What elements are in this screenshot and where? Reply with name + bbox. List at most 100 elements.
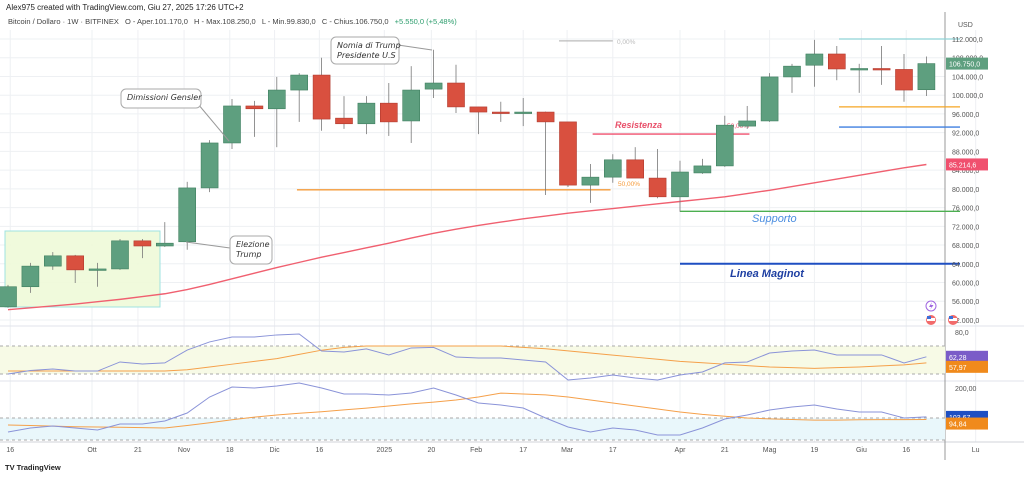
candle[interactable] — [447, 82, 465, 108]
time-axis-label: Mar — [561, 447, 574, 454]
candle[interactable] — [379, 102, 398, 123]
us-flag-stripe — [927, 318, 935, 321]
ma-price-tag: 85.214,6 — [949, 162, 976, 169]
price-tick-label: 52.000,0 — [952, 318, 979, 325]
candle[interactable] — [290, 74, 309, 91]
price-tick-label: 68.000,0 — [952, 243, 979, 250]
oscillator-1-signal-tag-bg — [946, 360, 988, 373]
price-tick-label: 88.000,0 — [952, 149, 979, 156]
oscillator-1-signal-tag: 57,97 — [949, 365, 967, 372]
oscillator-2-main-line — [7, 382, 927, 436]
time-axis-label: 17 — [609, 447, 617, 454]
candle[interactable] — [357, 102, 376, 125]
ma-price-tag-bg — [946, 158, 988, 171]
ohlc-high: H - Max.108.250,0 — [194, 17, 256, 26]
candle[interactable] — [178, 187, 196, 243]
currency-label: USD — [958, 22, 973, 29]
price-tick-label: 72.000,0 — [952, 224, 979, 231]
last-price-tag-bg — [946, 57, 988, 70]
tradingview-logo[interactable]: TV TradingView — [5, 463, 61, 472]
time-axis-label: Ott — [87, 447, 96, 454]
time-axis-label: 18 — [226, 447, 234, 454]
price-tick-label: 64.000,0 — [952, 262, 979, 269]
oscillator-1-value-tag: 62,28 — [949, 355, 967, 362]
price-tick-label: 56.000,0 — [952, 299, 979, 306]
oscillator-1-value-tag-bg — [946, 350, 988, 363]
oscillator-2-signal-tag-bg — [946, 417, 988, 430]
candle[interactable] — [626, 159, 645, 179]
candle[interactable] — [0, 286, 17, 308]
us-flag-canton — [927, 316, 931, 319]
candle[interactable] — [738, 120, 757, 127]
candle[interactable] — [111, 240, 129, 270]
candle[interactable] — [312, 74, 331, 120]
symbol-name[interactable]: Bitcoin / Dollaro · 1W · BITFINEX — [8, 17, 119, 26]
us-flag-stripe — [949, 318, 957, 321]
candle[interactable] — [43, 255, 62, 267]
time-axis-label: 16 — [902, 447, 910, 454]
oscillator-1-band — [0, 345, 945, 374]
candle[interactable] — [402, 89, 421, 122]
last-price-tag: 106.750,0 — [949, 62, 980, 69]
candle[interactable] — [133, 240, 152, 247]
candle[interactable] — [267, 89, 286, 110]
candle[interactable] — [603, 159, 622, 178]
candle[interactable] — [335, 117, 353, 125]
candle[interactable] — [469, 106, 488, 113]
label-fib-50-pink: 50,00% — [727, 123, 749, 130]
candle[interactable] — [223, 105, 241, 144]
candle[interactable] — [581, 176, 600, 186]
candle[interactable] — [917, 63, 936, 91]
label-supporto: Supporto — [752, 213, 797, 225]
candle[interactable] — [850, 68, 869, 71]
callout-elezione-text: Elezione — [236, 240, 270, 249]
time-axis-label: Feb — [470, 447, 482, 454]
candle[interactable] — [715, 124, 734, 167]
time-axis-label: 21 — [134, 447, 142, 454]
label-resistenza: Resistenza — [615, 120, 662, 130]
candle[interactable] — [559, 121, 577, 186]
candle[interactable] — [895, 69, 913, 91]
label-fib-0: 0,00% — [617, 39, 636, 46]
price-tick-label: 60.000,0 — [952, 281, 979, 288]
callout-elezione-box — [229, 235, 273, 265]
callout-gensler-text: Dimissioni Gensler — [127, 93, 202, 102]
candle[interactable] — [783, 65, 801, 78]
candle[interactable] — [872, 68, 891, 71]
candle[interactable] — [66, 255, 84, 271]
candle[interactable] — [514, 111, 533, 114]
candle[interactable] — [648, 177, 667, 198]
candle[interactable] — [671, 171, 689, 198]
price-tick-label: 100.000,0 — [952, 93, 983, 100]
candle[interactable] — [693, 165, 712, 174]
time-axis-label: 20 — [427, 447, 435, 454]
candle[interactable] — [21, 265, 40, 288]
time-axis-label: Lu — [972, 447, 980, 454]
candle[interactable] — [88, 268, 107, 271]
candle[interactable] — [424, 82, 443, 90]
candle[interactable] — [760, 76, 779, 122]
oscillator-2-signal-tag: 94,84 — [949, 422, 967, 429]
created-by-text: Alex975 created with TradingView.com, Gi… — [6, 3, 244, 12]
label-fib-50: 50,00% — [618, 181, 640, 188]
candle[interactable] — [200, 142, 219, 189]
moving-average-line — [7, 163, 927, 311]
callout-elezione-text: Trump — [236, 250, 262, 259]
oscillator-1-main-line — [7, 333, 927, 381]
candle[interactable] — [491, 111, 510, 114]
callout-trump-president-text: Presidente U.S — [337, 51, 396, 60]
candle[interactable] — [805, 53, 824, 66]
candle[interactable] — [536, 111, 555, 123]
time-axis-label: Apr — [675, 447, 687, 454]
candle[interactable] — [245, 105, 264, 110]
label-linea-maginot: Linea Maginot — [730, 268, 805, 280]
candle[interactable] — [827, 53, 846, 70]
price-tick-label: 96.000,0 — [952, 112, 979, 119]
price-tick-label: 104.000,0 — [952, 74, 983, 81]
tradingview-logo-text: TradingView — [16, 463, 61, 472]
candle[interactable] — [156, 242, 174, 247]
oscillator-2-band — [0, 418, 945, 440]
callout-trump-president-pointer — [397, 44, 433, 51]
